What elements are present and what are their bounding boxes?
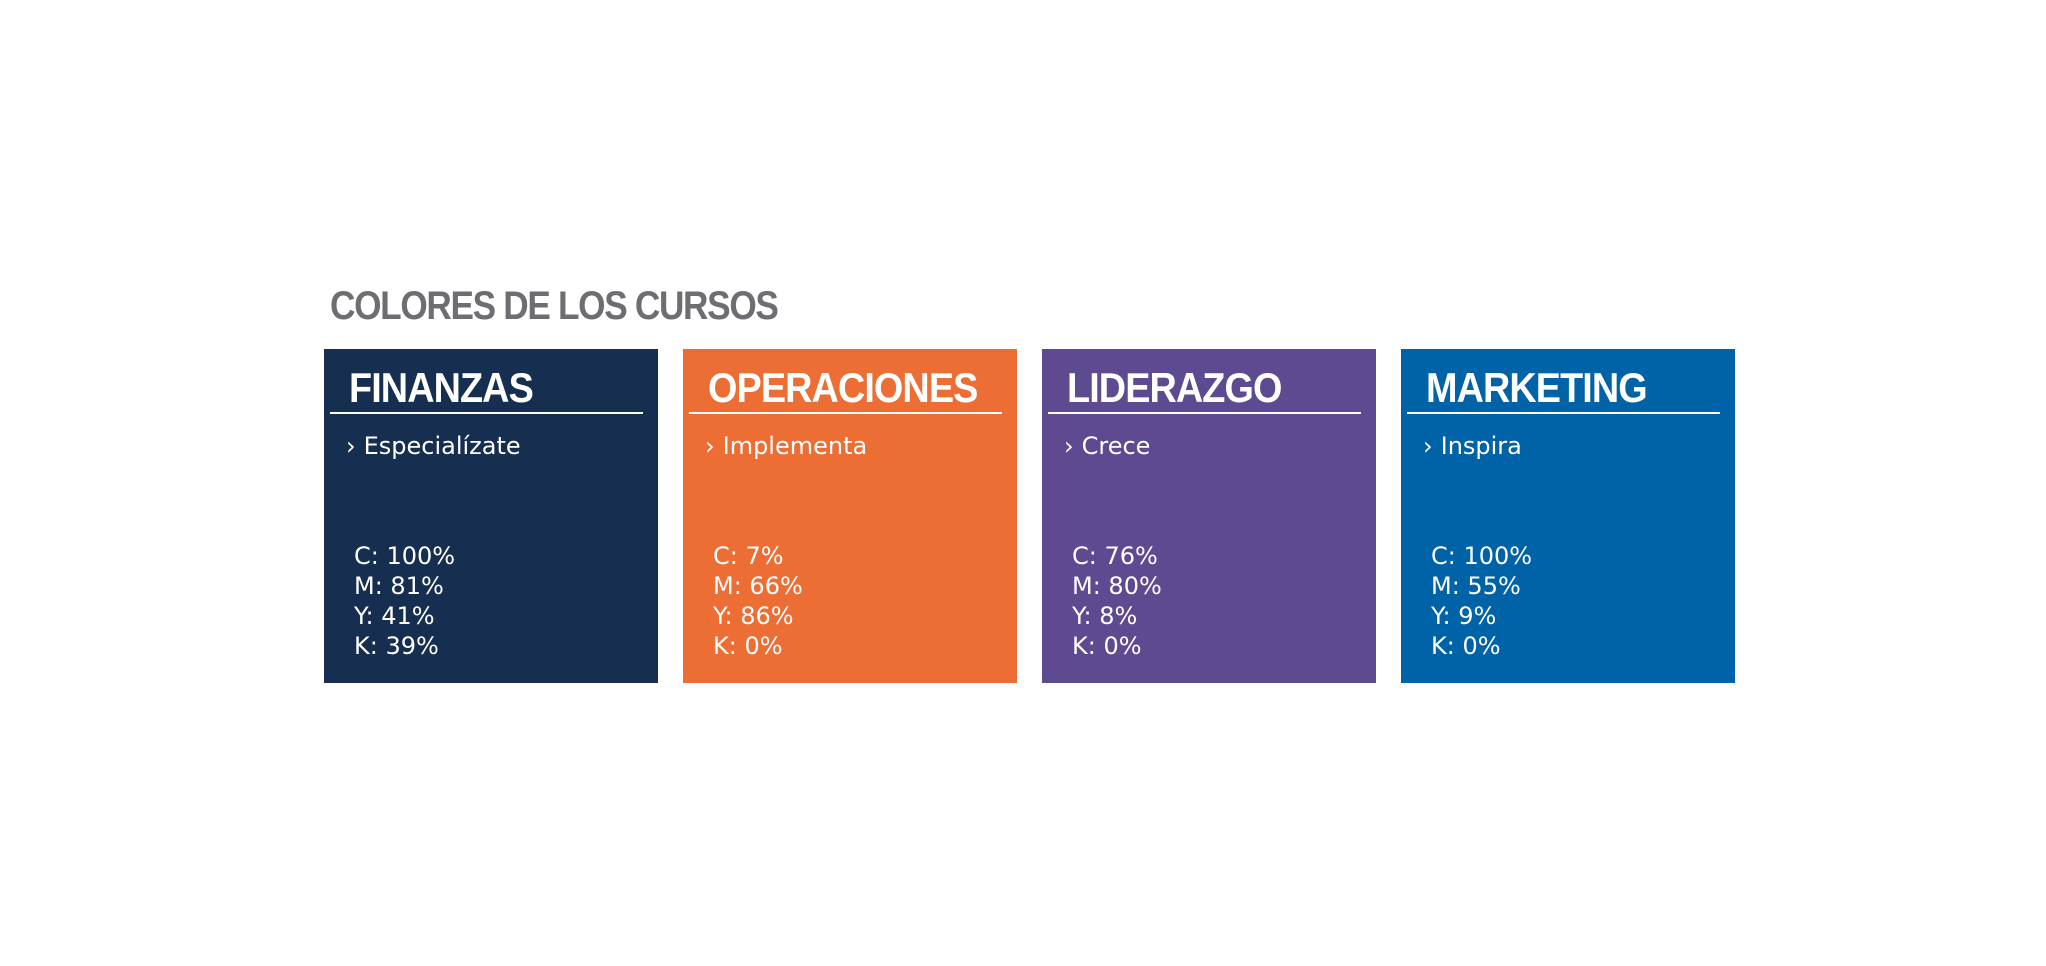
cmyk-values: C: 7% M: 66% Y: 86% K: 0% [713,541,803,661]
card-tagline: › Crece [1064,431,1151,461]
cmyk-k: K: 0% [713,632,783,660]
chevron-right-icon: › [346,431,356,461]
chevron-right-icon: › [1064,431,1074,461]
card-title: LIDERAZGO [1067,364,1282,411]
card-tagline: › Especialízate [346,431,521,461]
cmyk-m: M: 80% [1072,572,1162,600]
cmyk-m: M: 81% [354,572,444,600]
cmyk-y: Y: 9% [1431,602,1497,630]
cmyk-values: C: 100% M: 81% Y: 41% K: 39% [354,541,455,661]
card-title: OPERACIONES [708,364,978,411]
cmyk-values: C: 76% M: 80% Y: 8% K: 0% [1072,541,1162,661]
cmyk-k: K: 0% [1431,632,1501,660]
chevron-right-icon: › [1423,431,1433,461]
card-tagline: › Implementa [705,431,868,461]
card-tagline-text: Inspira [1440,432,1522,460]
course-color-cards: FINANZAS › Especialízate C: 100% M: 81% … [324,349,1735,683]
card-operaciones: OPERACIONES › Implementa C: 7% M: 66% Y:… [683,349,1017,683]
cmyk-k: K: 39% [354,632,439,660]
cmyk-y: Y: 8% [1072,602,1138,630]
card-finanzas: FINANZAS › Especialízate C: 100% M: 81% … [324,349,658,683]
card-tagline-text: Especialízate [363,432,521,460]
card-tagline: › Inspira [1423,431,1522,461]
cmyk-c: C: 100% [1431,542,1533,570]
card-tagline-text: Crece [1081,432,1151,460]
card-divider [1048,412,1361,414]
card-tagline-text: Implementa [722,432,868,460]
card-title: MARKETING [1426,364,1648,411]
cmyk-m: M: 55% [1431,572,1521,600]
cmyk-c: C: 76% [1072,542,1158,570]
cmyk-k: K: 0% [1072,632,1142,660]
page-title: COLORES DE LOS CURSOS [330,284,779,328]
card-liderazgo: LIDERAZGO › Crece C: 76% M: 80% Y: 8% K:… [1042,349,1376,683]
card-marketing: MARKETING › Inspira C: 100% M: 55% Y: 9%… [1401,349,1735,683]
cmyk-m: M: 66% [713,572,803,600]
cmyk-values: C: 100% M: 55% Y: 9% K: 0% [1431,541,1532,661]
chevron-right-icon: › [705,431,715,461]
card-title: FINANZAS [349,364,534,411]
cmyk-c: C: 100% [354,542,456,570]
cmyk-y: Y: 41% [354,602,435,630]
cmyk-y: Y: 86% [713,602,794,630]
card-divider [330,412,643,414]
cmyk-c: C: 7% [713,542,784,570]
card-divider [1407,412,1720,414]
card-divider [689,412,1002,414]
